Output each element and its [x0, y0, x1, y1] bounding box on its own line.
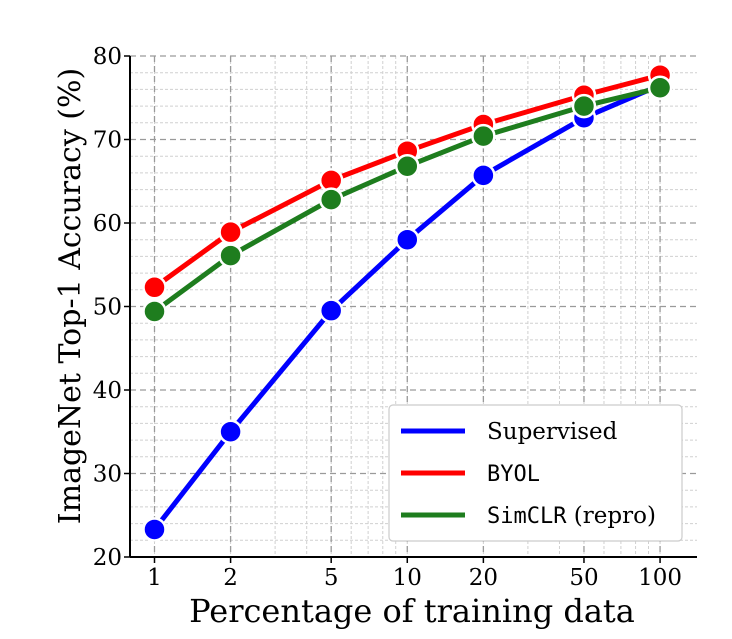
data-point — [571, 93, 597, 119]
data-point — [218, 419, 243, 444]
tick-labels: 20 30 40 50 60 70 80 1 2 5 10 20 50 100 — [93, 44, 682, 591]
x-tick-label: 5 — [324, 565, 339, 591]
legend-box — [388, 404, 683, 542]
legend-label: SimCLR (repro) — [487, 503, 656, 529]
x-tick-label: 10 — [393, 565, 422, 591]
data-point — [471, 163, 496, 188]
data-point — [471, 123, 496, 149]
y-tick-label: 60 — [93, 211, 122, 237]
data-point — [142, 275, 167, 300]
data-point — [142, 299, 167, 324]
y-tick-label: 50 — [93, 295, 122, 321]
y-tick-label: 70 — [93, 128, 122, 154]
legend-label: Supervised — [487, 419, 618, 445]
series-simclr-repro — [142, 75, 673, 324]
y-tick-label: 80 — [93, 44, 122, 70]
y-axis-title: ImageNet Top-1 Accuracy (%) — [53, 68, 88, 524]
y-tick-label: 40 — [93, 378, 122, 404]
data-point — [647, 75, 673, 100]
data-point — [218, 243, 243, 268]
x-tick-label: 1 — [147, 565, 162, 591]
data-point — [318, 298, 344, 323]
x-tick-label: 2 — [223, 565, 238, 591]
data-point — [395, 227, 420, 252]
x-tick-label: 50 — [569, 565, 598, 591]
data-point — [318, 187, 344, 212]
x-tick-label: 20 — [469, 565, 498, 591]
series-group — [142, 62, 673, 542]
data-point — [142, 517, 167, 542]
legend-label: BYOL — [487, 462, 540, 487]
x-axis-title: Percentage of training data — [189, 592, 635, 630]
data-point — [218, 219, 243, 245]
x-tick-label: 100 — [638, 565, 682, 591]
data-point — [395, 153, 420, 179]
y-tick-label: 30 — [93, 462, 122, 488]
y-tick-label: 20 — [93, 545, 122, 571]
axes — [124, 55, 697, 563]
legend: Supervised BYOL SimCLR (repro) — [388, 404, 683, 542]
